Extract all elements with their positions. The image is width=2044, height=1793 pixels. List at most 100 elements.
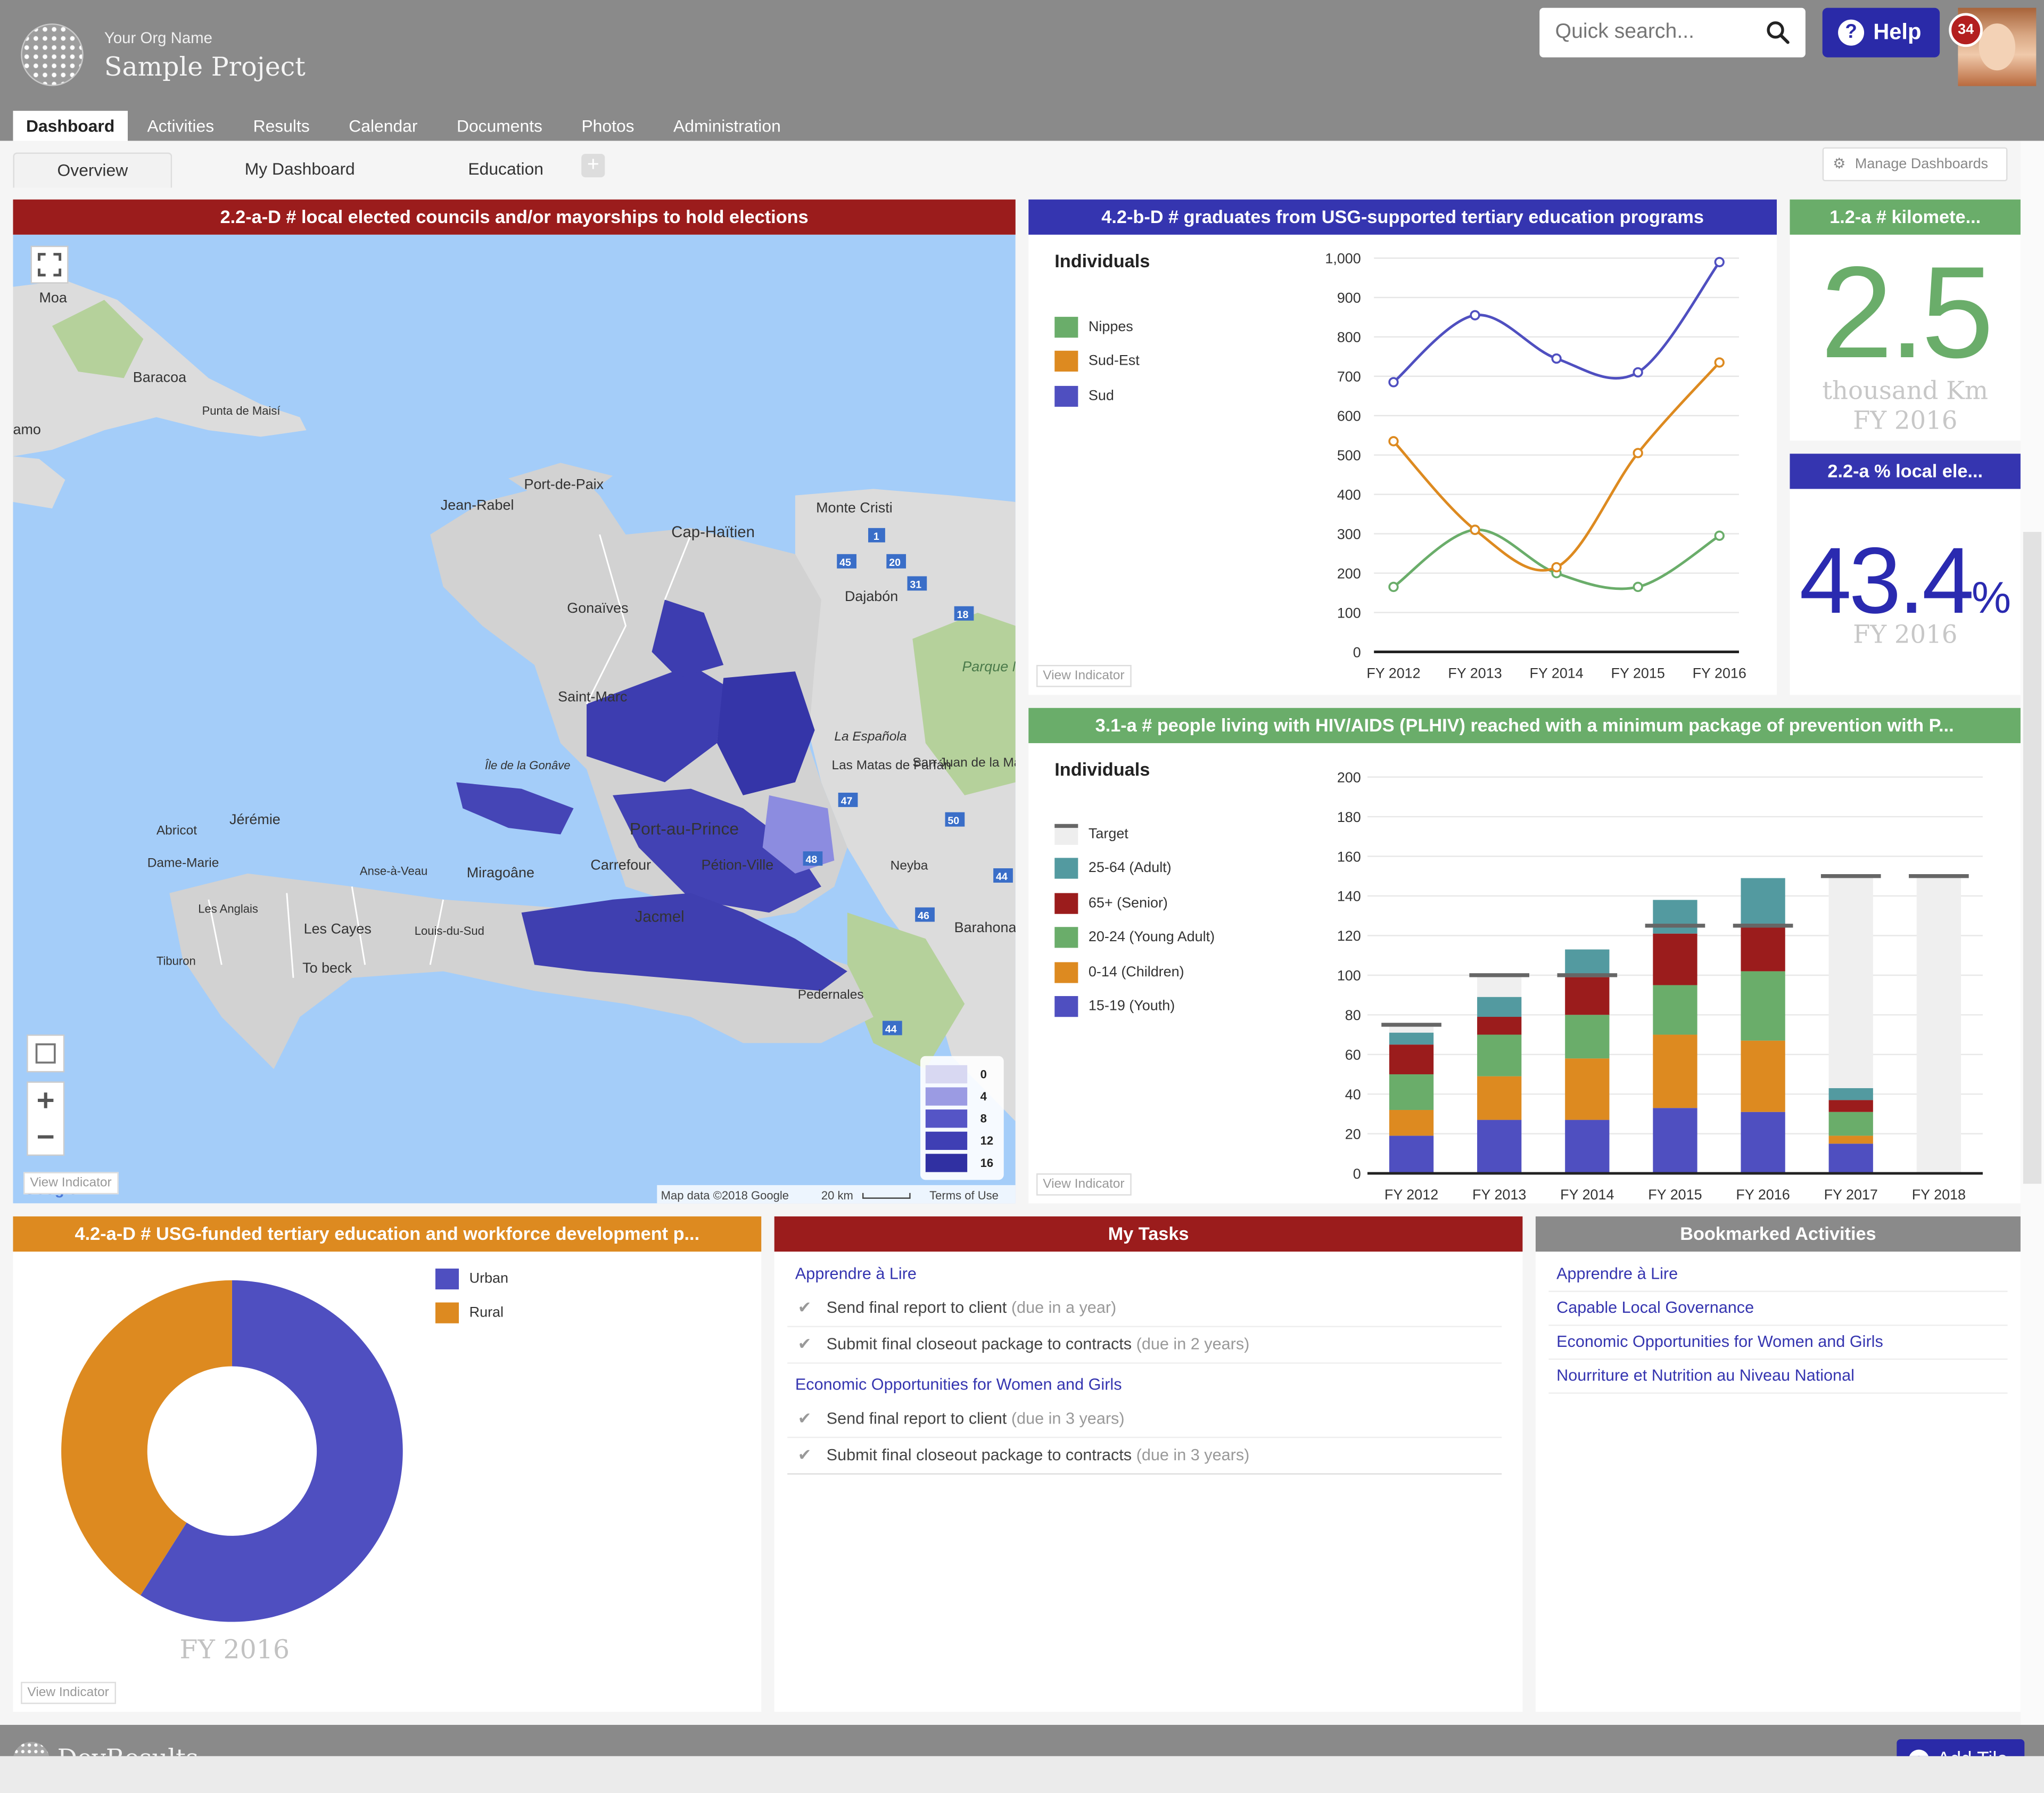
task-divider <box>787 1436 1502 1438</box>
bookmark-link[interactable]: Apprendre à Lire <box>1556 1264 1678 1283</box>
legend-label-sud: Sud <box>1088 388 1114 404</box>
legend-urban[interactable]: Urban <box>435 1268 508 1290</box>
label-las-matas: Las Matas de Farfán <box>831 758 951 772</box>
question-icon: ? <box>1838 19 1865 46</box>
org-logo-icon[interactable] <box>21 23 84 86</box>
map-tile-title[interactable]: 2.2-a-D # local elected councils and/or … <box>13 199 1016 235</box>
legend-sud-est[interactable]: Sud-Est <box>1054 350 1140 372</box>
nav-tab-photos[interactable]: Photos <box>581 116 634 136</box>
svg-text:18: 18 <box>957 609 969 621</box>
legend-adult[interactable]: 25-64 (Adult) <box>1054 858 1172 879</box>
svg-text:20: 20 <box>889 557 901 569</box>
y-tick-label: 100 <box>1337 605 1361 621</box>
nav-tab-activities[interactable]: Activities <box>147 116 215 136</box>
y-tick-label: 900 <box>1337 290 1361 306</box>
graduates-tile-title[interactable]: 4.2-b-D # graduates from USG-supported t… <box>1028 199 1777 235</box>
label-port-au-prince: Port-au-Prince <box>630 819 739 838</box>
plus-icon: + <box>1908 1749 1930 1756</box>
legend-youth[interactable]: 15-19 (Youth) <box>1054 996 1175 1017</box>
data-point-nippes <box>1388 581 1399 593</box>
data-point-sud-est <box>1470 524 1480 535</box>
legend-label-young-adult: 20-24 (Young Adult) <box>1088 929 1215 945</box>
page-scrollbar[interactable] <box>2020 141 2044 1725</box>
plhiv-tile-title[interactable]: 3.1-a # people living with HIV/AIDS (PLH… <box>1028 708 2021 743</box>
task-activity-link[interactable]: Apprendre à Lire <box>795 1264 917 1283</box>
nav-tab-dashboard[interactable]: Dashboard <box>13 111 128 141</box>
task-item[interactable]: ✔ Send final report to client (due in 3 y… <box>798 1408 1125 1428</box>
bar-segment-0-14-children- <box>1741 1040 1785 1112</box>
local-elections-value: 43.4 <box>1799 529 1974 634</box>
kilometers-tile: 1.2-a # kilomete... 2.5 thousand Km FY 2… <box>1790 199 2021 441</box>
label-anse-a-veau: Anse-à-Veau <box>360 864 427 877</box>
notification-badge[interactable]: 34 <box>1949 13 1983 47</box>
kilometers-value: 2.5 <box>1820 240 1994 386</box>
legend-label-4: 4 <box>980 1090 987 1103</box>
legend-sud[interactable]: Sud <box>1054 385 1114 407</box>
task-item[interactable]: ✔ Send final report to client (due in a y… <box>798 1297 1116 1317</box>
user-avatar[interactable] <box>1958 7 2037 86</box>
nav-tab-administration[interactable]: Administration <box>673 116 781 136</box>
legend-nippes[interactable]: Nippes <box>1054 317 1133 338</box>
local-elections-tile-title[interactable]: 2.2-a % local ele... <box>1790 454 2021 489</box>
terms-of-use-link[interactable]: Terms of Use <box>929 1189 999 1202</box>
workforce-period: FY 2016 <box>179 1633 290 1665</box>
map-attribution: Map data ©2018 Google <box>661 1189 789 1202</box>
graduates-view-indicator-button[interactable]: View Indicator <box>1036 664 1131 687</box>
add-dashboard-icon[interactable]: + <box>581 153 605 178</box>
workforce-tile-title[interactable]: 4.2-a-D # USG-funded tertiary education … <box>13 1216 762 1252</box>
legend-senior[interactable]: 65+ (Senior) <box>1054 893 1168 914</box>
zoom-extent-control[interactable] <box>27 1034 65 1073</box>
dr-forest <box>912 613 1016 795</box>
subtab-education[interactable]: Education <box>468 159 544 179</box>
nav-tab-documents[interactable]: Documents <box>456 116 542 136</box>
add-tile-button[interactable]: + Add Tile <box>1897 1739 2025 1756</box>
graduates-line-chart[interactable]: 0 100 200 300 400 500 600 700 800 900 1,000 FY 2012… <box>1289 245 1777 695</box>
fullscreen-control[interactable] <box>30 245 69 284</box>
plhiv-bar-chart[interactable]: 0 20 40 60 80 100 120 140 160 180 200 FY 2012 FY 201… <box>1289 754 2021 1204</box>
add-tile-label: Add Tile <box>1937 1748 2008 1756</box>
scrollbar-thumb[interactable] <box>2023 532 2042 1184</box>
legend-children[interactable]: 0-14 (Children) <box>1054 962 1184 983</box>
nav-tab-results[interactable]: Results <box>253 116 310 136</box>
map-view-indicator-button[interactable]: View Indicator <box>23 1172 118 1195</box>
subtab-my-dashboard[interactable]: My Dashboard <box>244 159 355 179</box>
y-tick-label: 200 <box>1337 769 1361 785</box>
bookmarks-tile-title[interactable]: Bookmarked Activities <box>1535 1216 2021 1252</box>
haiti-map[interactable]: Moa Baracoa Punta de Maisí amo Port-de-P… <box>13 234 1016 1204</box>
task-item[interactable]: ✔ Submit final closeout package to contra… <box>798 1444 1250 1464</box>
zoom-control[interactable] <box>27 1081 65 1156</box>
bookmark-link[interactable]: Capable Local Governance <box>1556 1298 1754 1317</box>
workforce-donut-chart[interactable] <box>52 1269 417 1634</box>
top-bar: Your Org Name Sample Project ? Help 34 D… <box>0 0 2044 141</box>
check-icon: ✔ <box>797 1298 812 1317</box>
task-divider <box>787 1473 1502 1475</box>
nav-tab-calendar[interactable]: Calendar <box>349 116 418 136</box>
subtab-overview[interactable]: Overview <box>13 152 172 188</box>
project-name[interactable]: Sample Project <box>104 51 306 83</box>
label-jean-rabel: Jean-Rabel <box>441 497 514 513</box>
task-activity-link[interactable]: Economic Opportunities for Women and Gir… <box>795 1375 1122 1394</box>
tasks-tile-title[interactable]: My Tasks <box>774 1216 1523 1252</box>
devresults-logo-icon <box>13 1741 50 1756</box>
kilometers-tile-title[interactable]: 1.2-a # kilomete... <box>1790 199 2021 235</box>
series-line-nippes <box>1392 528 1720 590</box>
legend-swatch-children <box>1054 962 1078 983</box>
task-item[interactable]: ✔ Submit final closeout package to contra… <box>798 1334 1250 1353</box>
bookmark-link[interactable]: Economic Opportunities for Women and Gir… <box>1556 1332 1883 1351</box>
x-tick-label: FY 2016 <box>1693 665 1746 681</box>
target-bar <box>1916 876 1961 1174</box>
workforce-view-indicator-button[interactable]: View Indicator <box>21 1682 116 1704</box>
legend-young-adult[interactable]: 20-24 (Young Adult) <box>1054 927 1215 948</box>
bookmark-link[interactable]: Nourriture et Nutrition au Niveau Nation… <box>1556 1366 1855 1385</box>
search-icon[interactable] <box>1766 21 1790 44</box>
search-input[interactable] <box>1539 7 1779 57</box>
manage-dashboards-button[interactable]: ⚙ Manage Dashboards <box>1822 147 2008 182</box>
task-text: Send final report to client <box>826 1409 1007 1428</box>
legend-target[interactable]: Target <box>1054 824 1128 845</box>
task-text: Submit final closeout package to contrac… <box>826 1445 1132 1465</box>
help-button[interactable]: ? Help <box>1822 7 1940 57</box>
department-nord <box>652 599 724 678</box>
legend-rural[interactable]: Rural <box>435 1302 504 1323</box>
bar-segment-20-24-young-adult- <box>1741 971 1785 1041</box>
plhiv-view-indicator-button[interactable]: View Indicator <box>1036 1173 1131 1196</box>
